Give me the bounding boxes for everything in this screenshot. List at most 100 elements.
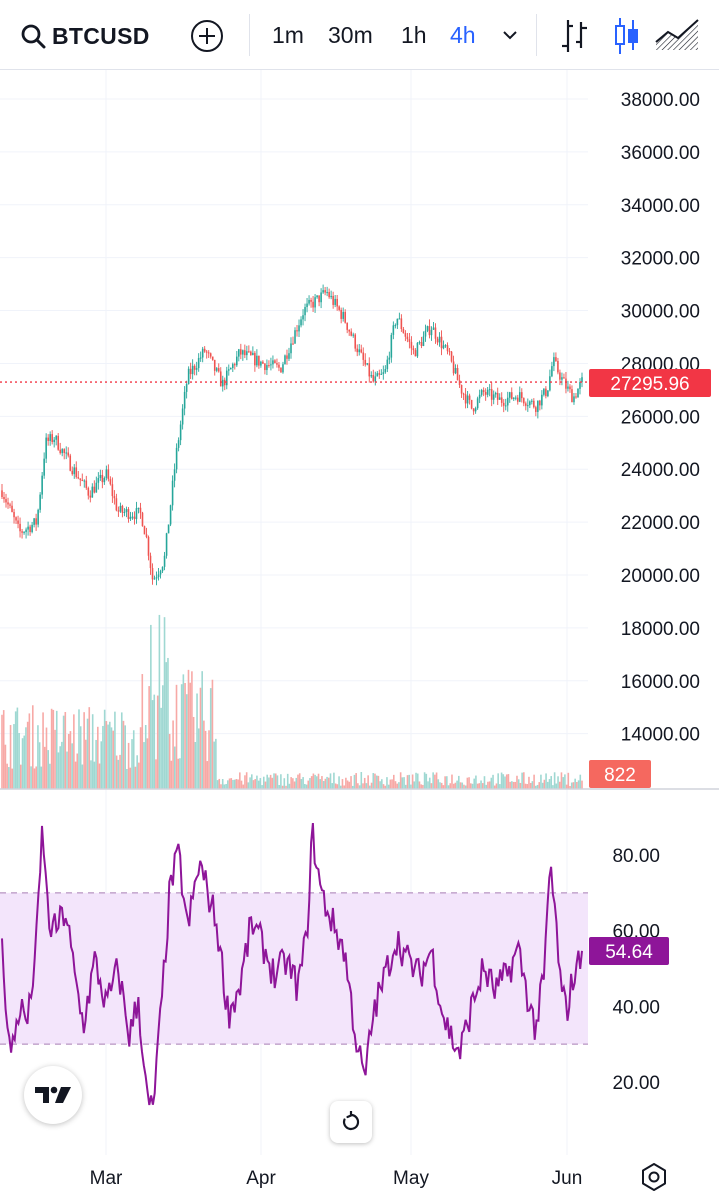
candle <box>372 369 375 383</box>
volume-bar <box>67 733 70 789</box>
volume-bar <box>509 781 511 789</box>
candle <box>492 390 495 405</box>
volume-bar <box>259 778 262 789</box>
volume-bar <box>129 767 132 789</box>
volume-bar <box>493 785 496 789</box>
candle <box>488 384 491 397</box>
volume-bar <box>134 766 137 789</box>
volume-bar <box>379 781 381 789</box>
candle <box>240 343 242 360</box>
volume-bar <box>43 746 46 789</box>
candle <box>21 528 23 539</box>
timeframe-1h[interactable]: 1h <box>401 22 427 48</box>
volume-bar <box>271 777 274 789</box>
candle <box>205 349 208 359</box>
timeframe-1m[interactable]: 1m <box>272 22 304 48</box>
volume-bar <box>223 784 226 789</box>
candle <box>410 336 413 356</box>
candle <box>213 359 216 376</box>
candle <box>89 490 92 503</box>
volume-bar <box>401 777 404 789</box>
volume-bar <box>440 782 443 789</box>
volume-bar <box>334 783 337 789</box>
volume-bar <box>201 671 203 789</box>
volume-bar <box>64 712 67 789</box>
volume-bar <box>2 710 5 789</box>
reset-icon <box>342 1111 360 1131</box>
volume-bar <box>451 774 453 789</box>
candle <box>555 352 557 362</box>
volume-bar <box>156 695 159 789</box>
settings-icon[interactable] <box>639 1162 669 1192</box>
volume-bar <box>360 772 363 789</box>
volume-bar <box>112 730 115 789</box>
volume-bar <box>300 779 303 789</box>
candle <box>486 387 489 398</box>
volume-bar <box>20 764 22 789</box>
volume-bar <box>218 778 221 789</box>
candle <box>29 524 31 536</box>
candle <box>553 352 555 372</box>
candle <box>571 385 573 403</box>
volume-bar <box>23 735 26 789</box>
volume-bar <box>425 773 428 789</box>
volume-bar <box>31 705 34 789</box>
candle <box>151 563 154 585</box>
candle <box>472 408 475 415</box>
candle <box>426 325 429 333</box>
timeframe-30m[interactable]: 30m <box>328 22 373 48</box>
volume-bar <box>117 759 120 789</box>
volume-bar <box>57 752 60 789</box>
candle <box>169 504 172 527</box>
candlestick-chart-icon[interactable] <box>612 16 640 56</box>
candle <box>284 354 286 365</box>
candle <box>338 305 340 312</box>
volume-bar <box>49 763 51 789</box>
tradingview-logo-icon <box>35 1086 71 1103</box>
volume-bar <box>422 784 424 789</box>
volume-bar <box>434 774 436 789</box>
volume-bar <box>495 783 498 789</box>
candle <box>39 492 41 513</box>
volume-bar <box>170 760 173 789</box>
toolbar-separator <box>249 14 250 56</box>
price-chart[interactable]: 38000.00 36000.00 34000.00 32000.00 30000.00… <box>0 70 719 1200</box>
volume-bar <box>298 773 301 789</box>
candle <box>374 371 377 386</box>
tradingview-logo[interactable] <box>24 1066 82 1124</box>
volume-bar <box>114 711 116 789</box>
timeframe-4h[interactable]: 4h <box>450 22 476 48</box>
volume-bar <box>45 727 48 789</box>
candle <box>310 297 312 308</box>
volume-bar <box>367 775 369 789</box>
volume-bar <box>341 779 344 789</box>
volume-bar <box>346 780 349 789</box>
volume-bar <box>411 774 414 789</box>
volume-bar <box>206 761 209 789</box>
candle <box>336 294 338 311</box>
volume-bar <box>199 687 202 789</box>
candle <box>83 479 86 488</box>
volume-bar <box>524 783 527 789</box>
volume-bar <box>387 784 390 789</box>
chevron-down-icon[interactable] <box>500 25 520 45</box>
candle <box>334 295 336 308</box>
candle <box>551 361 553 378</box>
reset-chart-button[interactable] <box>330 1101 372 1143</box>
candle <box>434 323 437 344</box>
bar-chart-icon[interactable] <box>560 16 590 56</box>
candle <box>81 473 84 482</box>
candle <box>468 393 471 405</box>
volume-bar <box>502 774 505 789</box>
candle <box>53 437 55 448</box>
volume-bar <box>264 781 267 789</box>
volume-bar <box>107 724 109 789</box>
candle <box>57 433 59 451</box>
volume-bar <box>358 785 361 789</box>
symbol-search[interactable]: BTCUSD <box>20 16 150 56</box>
volume-bar <box>269 774 272 789</box>
candle <box>143 525 146 535</box>
volume-bar <box>316 776 318 789</box>
area-chart-icon[interactable] <box>654 18 700 52</box>
add-symbol-icon[interactable] <box>190 19 224 53</box>
